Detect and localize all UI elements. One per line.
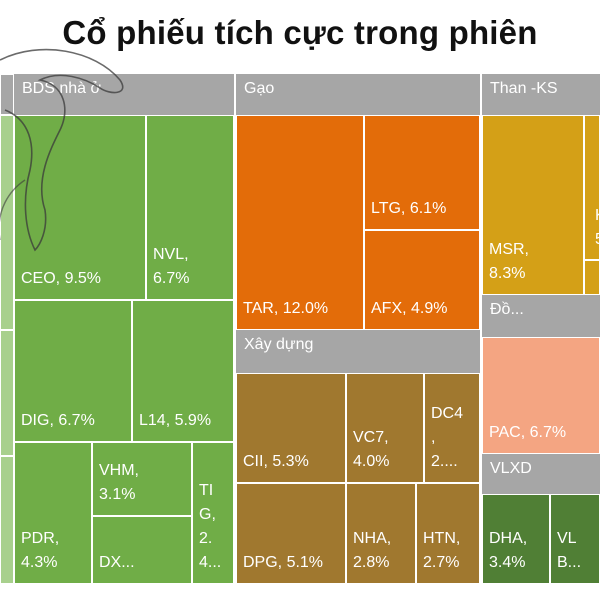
treemap-tile: DX... [92,516,192,584]
tile-label: NHA, 2.8% [353,530,392,571]
tile-label: L14, 5.9% [139,412,212,429]
treemap-tile: DIG, 6.7% [14,300,132,442]
chart-title: Cổ phiếu tích cực trong phiên [62,14,538,51]
tile-label: CEO, 9.5% [21,270,102,287]
tile-label: PAC, 6.7% [489,424,567,441]
tile-label: MSR, 8.3% [489,241,529,282]
left-edge-tile [0,74,14,115]
treemap-tile: A [584,260,600,295]
treemap-tile: MSR, 8.3% [482,115,584,295]
tile-label: TAR, 12.0% [243,300,329,317]
treemap-tile: HTN, 2.7% [416,483,480,584]
group-header: Xây dựng [236,330,480,373]
left-edge-tile [0,115,14,330]
tile-label: AFX, 4.9% [371,300,448,317]
treemap-tile: L14, 5.9% [132,300,234,442]
tile-label: CII, 5.3% [243,453,309,470]
group-header: Than -KS [482,74,600,115]
tile-label: VC7, 4.0% [353,429,390,470]
treemap-tile: TAR, 12.0% [236,115,364,330]
treemap-tile: VL B... [550,494,600,584]
tile-label: LTG, 6.1% [371,200,447,217]
treemap-tile: DPG, 5.1% [236,483,346,584]
treemap-tile: NHA, 2.8% [346,483,416,584]
left-edge-tile [0,456,14,584]
tile-label: DIG, 6.7% [21,412,95,429]
group-header: VLXD [482,454,600,494]
treemap-tile: AFX, 4.9% [364,230,480,330]
treemap-tile: PAC, 6.7% [482,337,600,454]
tile-label: DHA, 3.4% [489,530,528,571]
treemap-tile: DC4 , 2.... [424,373,480,483]
tile-label: NVL, 6.7% [153,246,190,287]
tile-label: VL B... [557,530,582,571]
treemap-tile: TI G, 2. 4... [192,442,234,584]
treemap-tile: VHM, 3.1% [92,442,192,516]
treemap-tile: CII, 5.3% [236,373,346,483]
tile-label: HTN, 2.7% [423,530,461,571]
treemap-tile: VC7, 4.0% [346,373,424,483]
group-header: BDS nhà ở [14,74,234,115]
treemap-tile: NVL, 6.7% [146,115,234,300]
tile-label: DX... [99,554,135,571]
treemap-tile: LTG, 6.1% [364,115,480,230]
tile-label: TI G, 2. 4... [199,482,222,571]
group-header: Đồ... [482,295,600,337]
tile-label: K 5 [595,204,599,252]
treemap-tile: PDR, 4.3% [14,442,92,584]
treemap-tile: CEO, 9.5% [14,115,146,300]
tile-label: DC4 , 2.... [431,405,464,470]
group-header: Gạo [236,74,480,115]
treemap-tile: K 5 [584,115,600,260]
tile-label: DPG, 5.1% [243,554,324,571]
left-edge-tile [0,330,14,456]
tile-label: VHM, 3.1% [99,462,139,503]
tile-label: PDR, 4.3% [21,530,60,571]
treemap-tile: DHA, 3.4% [482,494,550,584]
